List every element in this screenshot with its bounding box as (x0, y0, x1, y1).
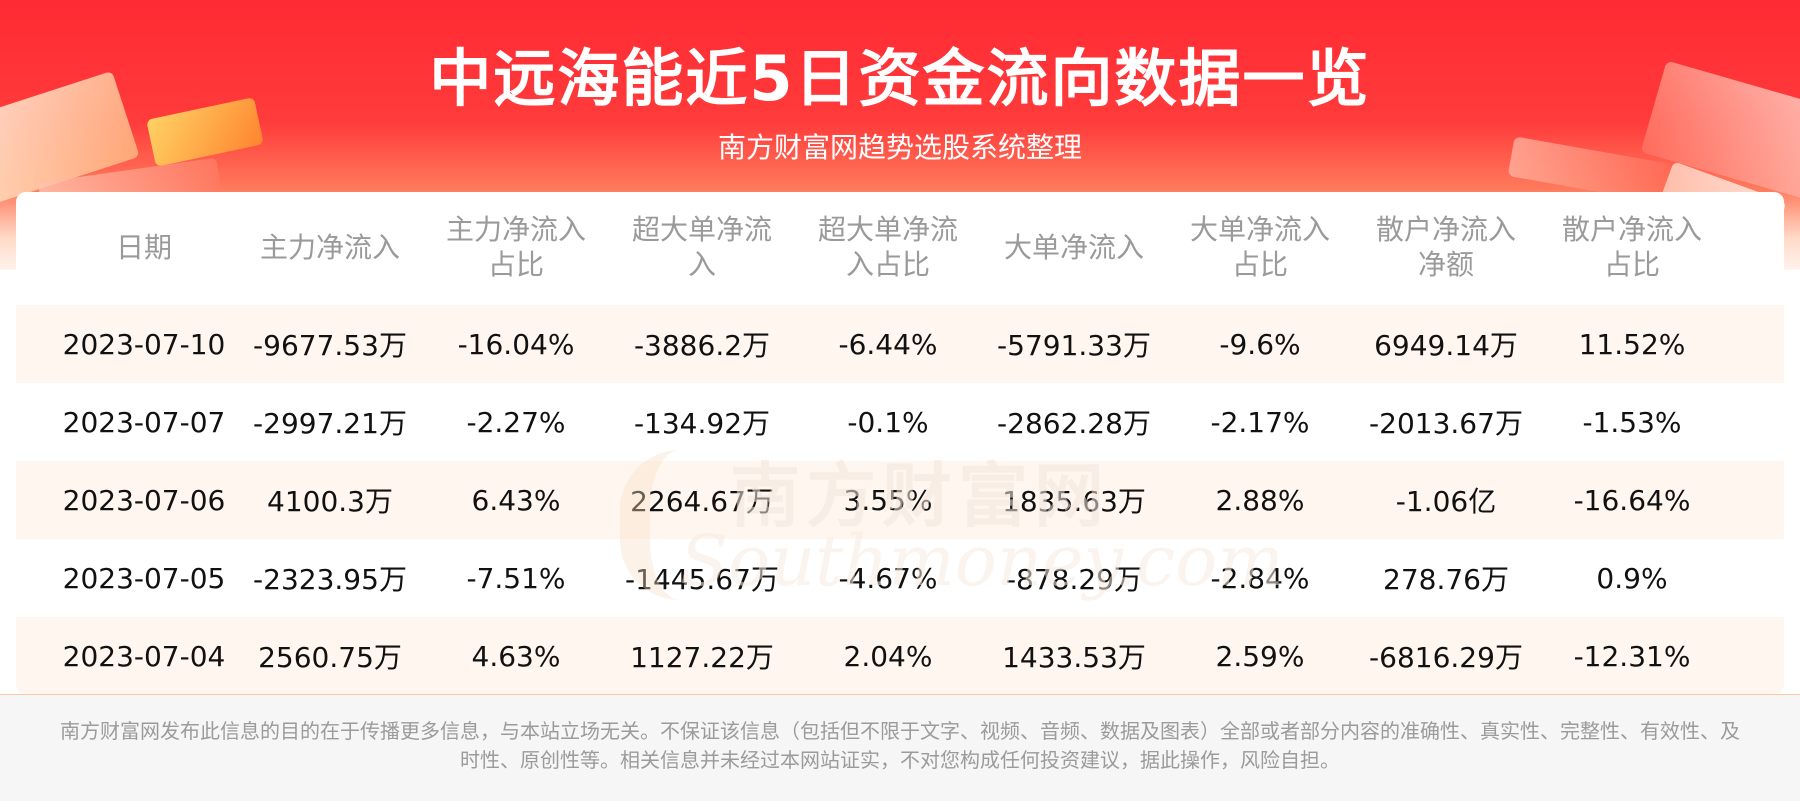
table-cell: 2023-07-07 (62, 405, 226, 439)
page-title: 中远海能近5日资金流向数据一览 (429, 42, 1371, 115)
table-cell: 2560.75万 (258, 641, 402, 674)
table-cell: 2.88% (1215, 483, 1305, 517)
table-cell: -2.17% (1210, 405, 1310, 439)
table-cell: 6.43% (471, 483, 561, 517)
table-cell: 2023-07-06 (62, 483, 226, 517)
disclaimer-text: 南方财富网发布此信息的目的在于传播更多信息，与本站立场无关。不保证该信息（包括但… (60, 719, 1740, 772)
table-cell: -2862.28万 (997, 407, 1151, 440)
table-cell: -12.31% (1573, 639, 1691, 673)
fund-flow-table: 日期 主力净流入 主力净流入 占比 超大单净流 入 超大单净流 入占比 大单净流… (16, 192, 1784, 694)
column-header: 超大单净流 入 (631, 213, 772, 281)
table-cell: -4.67% (838, 561, 938, 595)
table-cell: -16.64% (1573, 483, 1691, 517)
table-cell: 3.55% (843, 483, 933, 517)
table-cell: 2.59% (1215, 639, 1305, 673)
column-header: 散户净流入 占比 (1561, 213, 1702, 281)
table-cell: -1445.67万 (625, 563, 779, 596)
table-cell: -6816.29万 (1369, 641, 1523, 674)
table-cell: 278.76万 (1383, 563, 1509, 596)
table-cell: 1433.53万 (1002, 641, 1146, 674)
table-cell: -9677.53万 (253, 329, 407, 362)
table-cell: -5791.33万 (997, 329, 1151, 362)
table-row: 2023-07-04 2560.75万 4.63% 1127.22万 2.04%… (16, 617, 1784, 694)
footer: 南方财富网发布此信息的目的在于传播更多信息，与本站立场无关。不保证该信息（包括但… (0, 694, 1800, 801)
table-row: 2023-07-05 -2323.95万 -7.51% -1445.67万 -4… (16, 539, 1784, 617)
table-cell: 2023-07-05 (62, 561, 226, 595)
table-cell: -878.29万 (1005, 563, 1143, 596)
table-row: 2023-07-06 4100.3万 6.43% 2264.67万 3.55% … (16, 461, 1784, 539)
table-cell: -1.53% (1582, 405, 1682, 439)
table-cell: 4.63% (471, 639, 561, 673)
table-cell: -2.27% (466, 405, 566, 439)
table-cell: 2023-07-10 (62, 327, 226, 361)
table-cell: -2013.67万 (1369, 407, 1523, 440)
table-cell: -9.6% (1219, 327, 1301, 361)
table-cell: 6949.14万 (1374, 329, 1518, 362)
table-cell: 11.52% (1578, 327, 1686, 361)
table-cell: -3886.2万 (633, 329, 771, 362)
table-cell: -16.04% (457, 327, 575, 361)
table-cell: -134.92万 (633, 407, 771, 440)
column-header: 日期 (115, 230, 172, 264)
table-cell: 2264.67万 (630, 485, 774, 518)
table-cell: -2.84% (1210, 561, 1310, 595)
table-row: 2023-07-07 -2997.21万 -2.27% -134.92万 -0.… (16, 383, 1784, 461)
column-header: 大单净流入 占比 (1189, 213, 1330, 281)
page-subtitle: 南方财富网趋势选股系统整理 (717, 131, 1082, 164)
table-cell: -2997.21万 (253, 407, 407, 440)
column-header: 散户净流入 净额 (1375, 213, 1516, 281)
table-cell: 4100.3万 (267, 485, 393, 518)
table-cell: -1.06亿 (1395, 485, 1497, 518)
table-cell: 1835.63万 (1002, 485, 1146, 518)
table-cell: -7.51% (466, 561, 566, 595)
table-cell: 0.9% (1596, 561, 1668, 595)
table-cell: -6.44% (838, 327, 938, 361)
table-cell: -2323.95万 (253, 563, 407, 596)
table-cell: 2.04% (843, 639, 933, 673)
column-header: 主力净流入 占比 (445, 213, 586, 281)
column-header: 超大单净流 入占比 (817, 213, 958, 281)
table-cell: 2023-07-04 (62, 639, 226, 673)
table-cell: -0.1% (847, 405, 929, 439)
table-cell: 1127.22万 (630, 641, 774, 674)
column-header: 主力净流入 (259, 230, 400, 264)
column-header: 大单净流入 (1003, 230, 1144, 264)
table-header: 日期 主力净流入 主力净流入 占比 超大单净流 入 超大单净流 入占比 大单净流… (16, 192, 1784, 302)
table-row: 2023-07-10 -9677.53万 -16.04% -3886.2万 -6… (16, 305, 1784, 383)
